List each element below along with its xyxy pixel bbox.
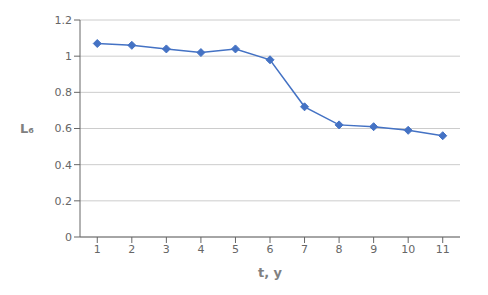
- svg-text:1: 1: [65, 50, 72, 63]
- svg-text:9: 9: [370, 243, 377, 256]
- svg-text:0.2: 0.2: [55, 195, 73, 208]
- svg-text:0.8: 0.8: [55, 86, 73, 99]
- svg-text:5: 5: [232, 243, 239, 256]
- svg-text:1: 1: [94, 243, 101, 256]
- svg-text:8: 8: [336, 243, 343, 256]
- svg-text:4: 4: [197, 243, 204, 256]
- svg-text:3: 3: [163, 243, 170, 256]
- svg-text:0.6: 0.6: [55, 122, 73, 135]
- svg-text:t, y: t, y: [258, 265, 283, 280]
- svg-text:11: 11: [436, 243, 450, 256]
- svg-text:10: 10: [401, 243, 415, 256]
- svg-text:1.2: 1.2: [55, 14, 73, 27]
- svg-text:L₆: L₆: [20, 121, 34, 136]
- svg-text:2: 2: [128, 243, 135, 256]
- svg-text:7: 7: [301, 243, 308, 256]
- svg-text:6: 6: [267, 243, 274, 256]
- svg-text:0.4: 0.4: [55, 159, 73, 172]
- svg-text:0: 0: [65, 231, 72, 244]
